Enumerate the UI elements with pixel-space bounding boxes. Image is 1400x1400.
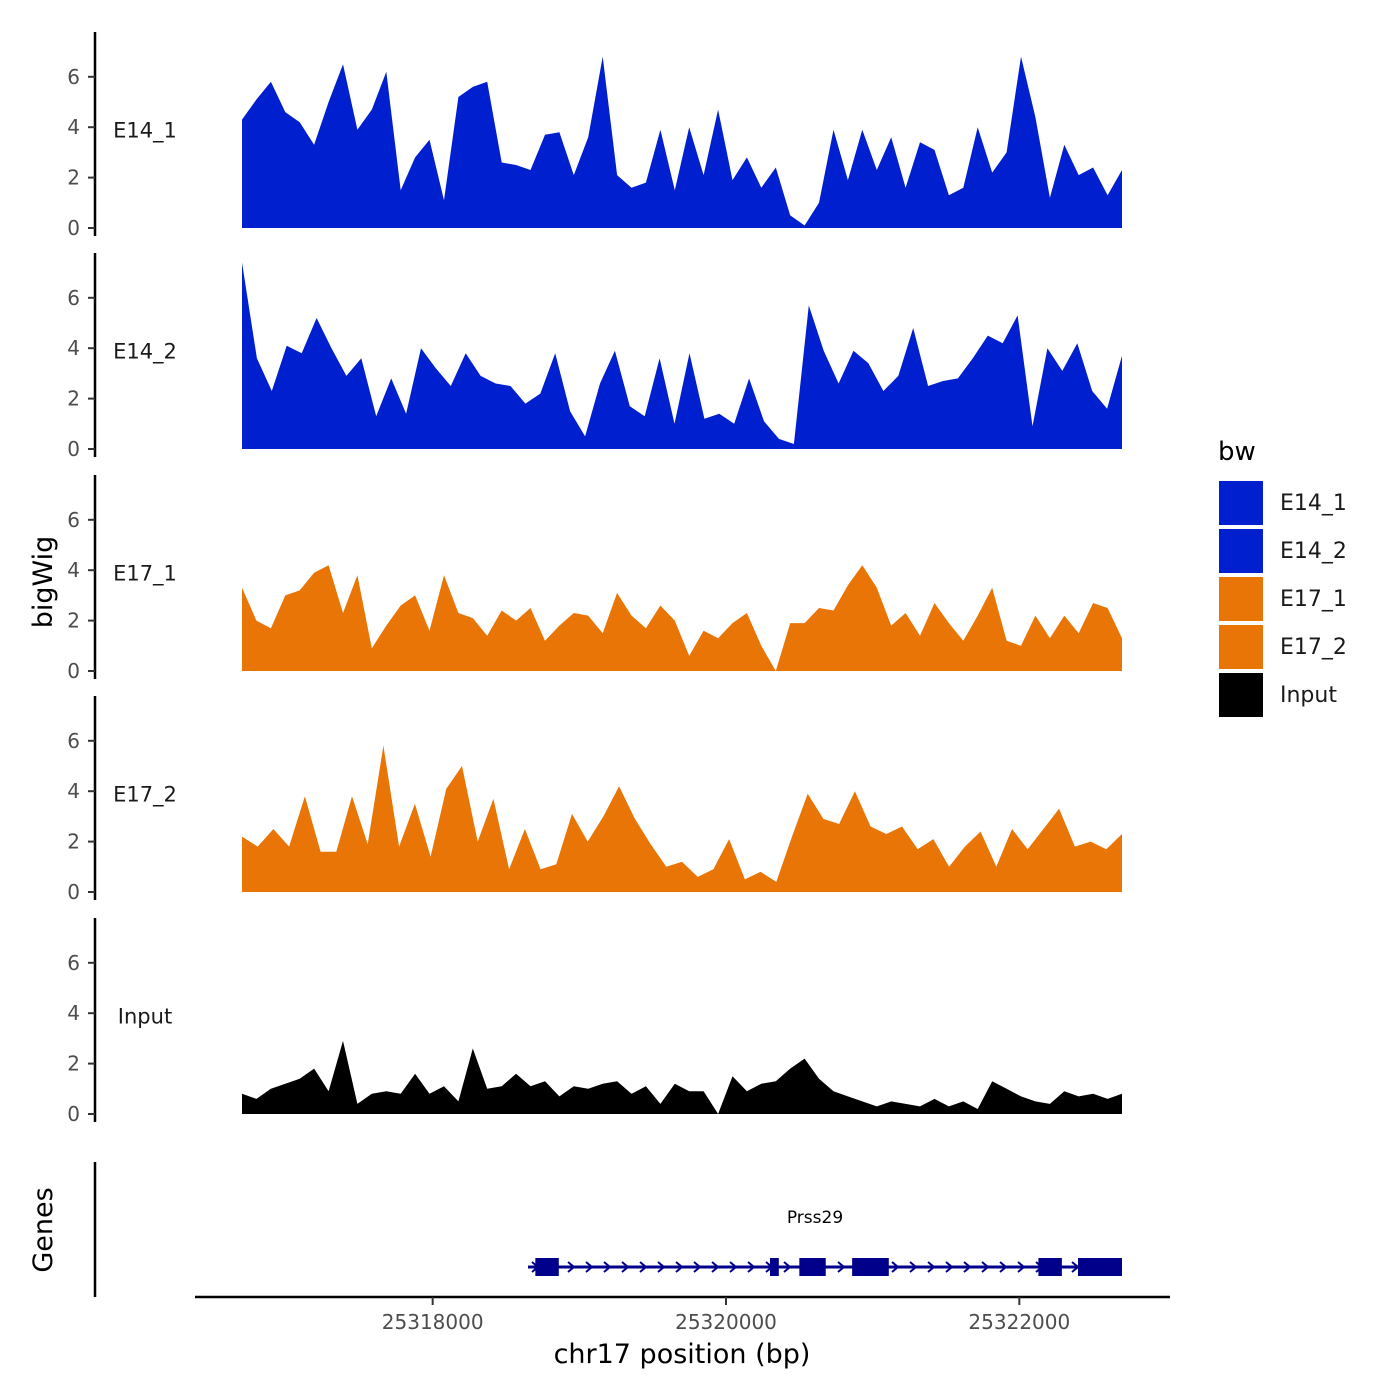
y-tick-label: 2	[67, 166, 80, 190]
gene-Prss29: Prss29	[528, 1208, 1122, 1276]
signal-area-E17_2	[242, 745, 1122, 892]
legend-label: E17_1	[1280, 587, 1347, 612]
y-tick-label: 4	[67, 558, 80, 582]
track-label: E14_1	[113, 118, 177, 143]
strand-arrow	[783, 1261, 792, 1273]
legend-item: E14_2	[1217, 527, 1347, 575]
track-label: Input	[118, 1004, 172, 1028]
gene-exon	[1078, 1258, 1122, 1276]
strand-arrow	[693, 1261, 702, 1273]
track-Input: 0 2 4 6 Input	[67, 918, 1122, 1126]
strand-arrow	[1017, 1261, 1026, 1273]
strand-arrow	[621, 1261, 630, 1273]
legend: bw E14_1 E14_2 E17_1 E17_2 Input	[1217, 437, 1347, 719]
x-axis-title: chr17 position (bp)	[554, 1339, 811, 1370]
track-label: E14_2	[113, 339, 177, 364]
track-E14_1: 0 2 4 6 E14_1	[67, 32, 1122, 240]
gene-exon	[770, 1258, 779, 1276]
strand-arrow	[891, 1261, 900, 1273]
y-tick-label: 2	[67, 830, 80, 854]
legend-swatch	[1217, 671, 1265, 719]
strand-arrow	[675, 1261, 684, 1273]
signal-area-E14_1	[242, 56, 1122, 228]
strand-arrow	[657, 1261, 666, 1273]
x-axis: 25318000 25320000 25322000	[195, 1295, 1170, 1334]
y-tick-label: 4	[67, 779, 80, 803]
track-E14_2: 0 2 4 6 E14_2	[67, 253, 1122, 461]
y-tick-label: 6	[67, 951, 80, 975]
y-tick-label: 6	[67, 65, 80, 89]
legend-title: bw	[1218, 437, 1256, 467]
strand-arrow	[711, 1261, 720, 1273]
strand-arrow	[729, 1261, 738, 1273]
track-label: E17_2	[113, 782, 177, 807]
signal-area-E14_2	[242, 262, 1122, 449]
gene-exon	[1038, 1258, 1062, 1276]
legend-item: E17_2	[1217, 623, 1347, 671]
gene-exon	[799, 1258, 826, 1276]
track-E17_2: 0 2 4 6 E17_2	[67, 696, 1122, 904]
strand-arrow	[639, 1261, 648, 1273]
track-E17_1: 0 2 4 6 E17_1	[67, 475, 1122, 683]
legend-item: Input	[1217, 671, 1337, 719]
y-tick-label: 4	[67, 1001, 80, 1025]
y-tick-label: 0	[67, 659, 80, 683]
legend-label: E14_1	[1280, 491, 1347, 516]
track-label: E17_1	[113, 561, 177, 586]
legend-label: E14_2	[1280, 539, 1347, 564]
strand-arrow	[837, 1261, 846, 1273]
strand-arrow	[999, 1261, 1008, 1273]
strand-arrow	[747, 1261, 756, 1273]
y-tick-label: 0	[67, 216, 80, 240]
strand-arrow	[909, 1261, 918, 1273]
y-tick-label: 2	[67, 1052, 80, 1076]
legend-swatch	[1217, 575, 1265, 623]
x-tick-label: 25322000	[968, 1310, 1070, 1334]
y-tick-label: 6	[67, 286, 80, 310]
legend-swatch	[1217, 623, 1265, 671]
signal-area-Input	[242, 1040, 1122, 1114]
x-tick-label: 25320000	[675, 1310, 777, 1334]
legend-label: E17_2	[1280, 635, 1347, 660]
y-axis-title: bigWig	[28, 536, 59, 629]
y-tick-label: 4	[67, 115, 80, 139]
y-tick-label: 0	[67, 880, 80, 904]
legend-swatch	[1217, 479, 1265, 527]
genes-panel-title: Genes	[28, 1187, 59, 1272]
track-panels: 0 2 4 6 E14_1 0 2 4 6 E14_2 0 2 4 6 E17_1 0 2 4 6 E17_2 0 2 4 6…	[67, 32, 1122, 1126]
y-tick-label: 0	[67, 437, 80, 461]
strand-arrow	[927, 1261, 936, 1273]
strand-arrow	[981, 1261, 990, 1273]
strand-arrow	[963, 1261, 972, 1273]
legend-swatch	[1217, 527, 1265, 575]
x-tick-label: 25318000	[382, 1310, 484, 1334]
y-tick-label: 6	[67, 508, 80, 532]
y-tick-label: 4	[67, 336, 80, 360]
gene-exon	[535, 1258, 559, 1276]
strand-arrow	[585, 1261, 594, 1273]
legend-label: Input	[1280, 683, 1337, 708]
gene-exon	[852, 1258, 889, 1276]
genes-panel: Prss29	[93, 1162, 1122, 1297]
signal-area-E17_1	[242, 565, 1122, 671]
strand-arrow	[603, 1261, 612, 1273]
gene-label: Prss29	[787, 1208, 843, 1228]
legend-item: E14_1	[1217, 479, 1347, 527]
strand-arrow	[567, 1261, 576, 1273]
y-tick-label: 6	[67, 729, 80, 753]
y-tick-label: 0	[67, 1102, 80, 1126]
y-tick-label: 2	[67, 609, 80, 633]
legend-item: E17_1	[1217, 575, 1347, 623]
y-tick-label: 2	[67, 387, 80, 411]
strand-arrow	[945, 1261, 954, 1273]
